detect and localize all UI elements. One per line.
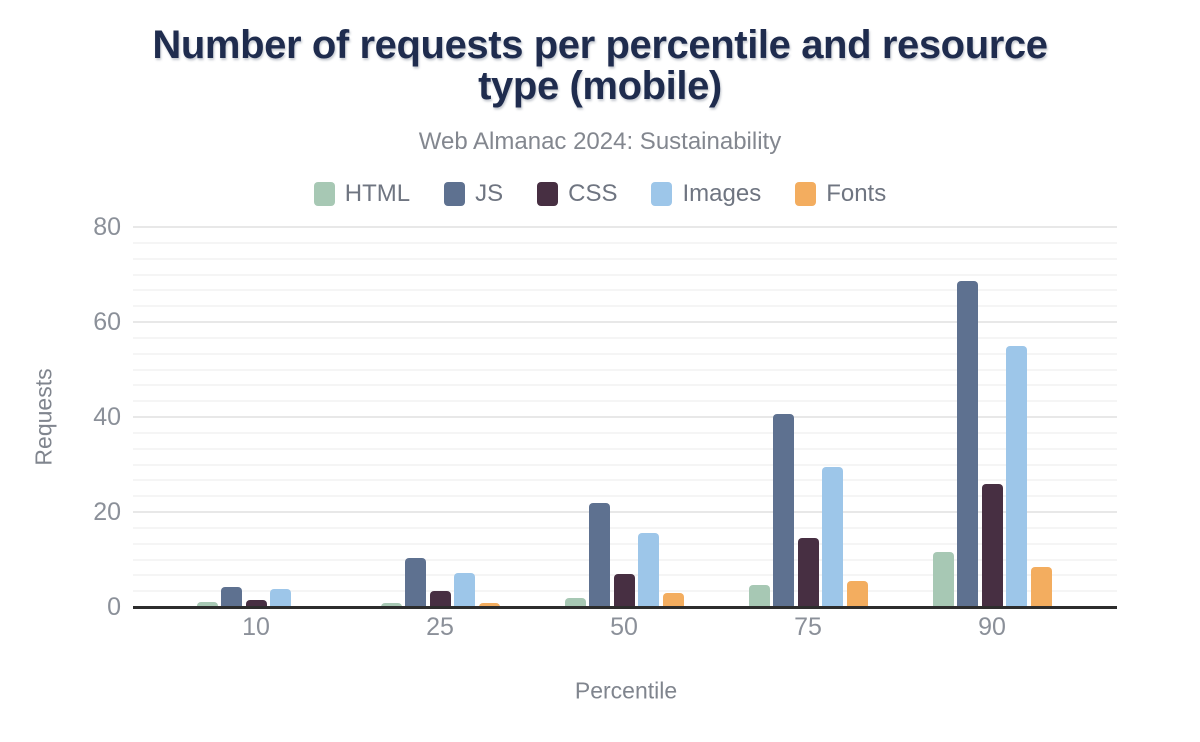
bar-images-p50 <box>638 533 659 607</box>
bar-html-p50 <box>564 598 586 607</box>
gridline <box>133 289 1117 292</box>
legend-swatch-css-icon <box>537 182 559 206</box>
gridline <box>133 336 1117 339</box>
bar-images-p25 <box>454 573 475 607</box>
bar-js-p25 <box>405 558 426 607</box>
gridline <box>133 463 1117 466</box>
bar-fonts-p25 <box>478 602 500 607</box>
bar-css-p10 <box>245 600 267 607</box>
legend-label-fonts: Fonts <box>826 180 887 207</box>
x-tick-label: 50 <box>610 613 638 641</box>
y-tick-label: 0 <box>107 593 121 621</box>
bar-css-p90 <box>981 483 1003 607</box>
legend-swatch-fonts-icon <box>795 182 817 206</box>
bar-html-p90 <box>932 551 954 607</box>
legend-item-js: JS <box>444 180 503 208</box>
gridline <box>133 542 1117 545</box>
legend-swatch-js-icon <box>444 182 466 206</box>
gridline <box>133 526 1117 529</box>
x-tick-label: 25 <box>426 613 454 641</box>
bar-fonts-p75 <box>846 581 868 607</box>
gridline <box>133 558 1117 561</box>
bar-html-p25 <box>380 602 402 607</box>
legend-item-html: HTML <box>313 180 411 208</box>
bar-js-p50 <box>589 503 610 607</box>
legend-label-css: CSS <box>568 180 618 207</box>
gridline <box>133 368 1117 371</box>
bar-fonts-p90 <box>1030 567 1052 607</box>
gridline <box>133 352 1117 355</box>
legend-item-css: CSS <box>537 180 617 208</box>
bar-html-p75 <box>748 585 770 607</box>
bar-images-p75 <box>822 467 843 607</box>
y-tick-label: 20 <box>93 498 121 526</box>
gridline <box>133 241 1117 244</box>
bar-images-p90 <box>1006 345 1027 607</box>
x-tick-label: 75 <box>794 613 822 641</box>
bar-fonts-p50 <box>662 592 684 607</box>
chart-title-line-2: type (mobile) <box>478 64 722 108</box>
legend-swatch-html-icon <box>313 182 335 206</box>
x-tick-label: 90 <box>978 613 1006 641</box>
chart-title-line-1: Number of requests per percentile and re… <box>152 23 1048 67</box>
bar-js-p90 <box>957 281 978 607</box>
y-tick-label: 60 <box>93 308 121 336</box>
legend-label-html: HTML <box>344 180 411 207</box>
bar-js-p10 <box>221 587 242 607</box>
legend-label-images: Images <box>682 180 762 207</box>
gridline <box>133 400 1117 403</box>
bar-html-p10 <box>196 602 218 607</box>
legend-item-fonts: Fonts <box>795 180 886 208</box>
y-axis-title: Requests <box>30 368 57 466</box>
bar-css-p75 <box>797 537 819 607</box>
x-tick-label: 10 <box>242 613 270 641</box>
chart-title: Number of requests per percentile and re… <box>0 25 1200 107</box>
gridline <box>133 257 1117 260</box>
chart-legend: HTML JS CSS Images Fonts <box>0 180 1200 208</box>
bar-css-p50 <box>613 573 635 607</box>
x-axis-title: Percentile <box>574 677 678 704</box>
gridline <box>133 226 1117 228</box>
gridline <box>133 431 1117 434</box>
gridline <box>133 416 1117 418</box>
gridline <box>133 321 1117 323</box>
y-tick-label: 80 <box>93 213 121 241</box>
gridline <box>133 511 1117 513</box>
chart-subtitle: Web Almanac 2024: Sustainability <box>418 128 782 155</box>
y-tick-label: 40 <box>93 403 121 431</box>
gridline <box>133 273 1117 276</box>
legend-item-images: Images <box>651 180 761 208</box>
gridline <box>133 447 1117 450</box>
legend-label-js: JS <box>475 180 504 207</box>
bar-js-p75 <box>773 414 794 607</box>
legend-swatch-images-icon <box>651 182 673 206</box>
gridline <box>133 479 1117 482</box>
gridline <box>133 384 1117 387</box>
gridline <box>133 495 1117 498</box>
gridline <box>133 305 1117 308</box>
x-axis-line <box>133 606 1117 609</box>
bar-images-p10 <box>270 588 291 607</box>
bar-css-p25 <box>429 590 451 607</box>
